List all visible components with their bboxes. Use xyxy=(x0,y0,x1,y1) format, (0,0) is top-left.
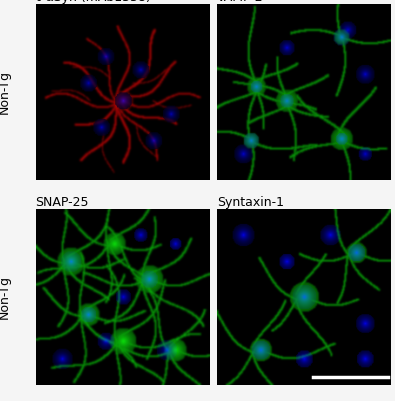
Text: A: A xyxy=(39,8,50,22)
Text: SNAP-25: SNAP-25 xyxy=(36,196,89,209)
Text: Non-Tg: Non-Tg xyxy=(0,70,10,114)
Text: t-αSyn (mAb1338): t-αSyn (mAb1338) xyxy=(36,0,150,4)
Text: Non-Tg: Non-Tg xyxy=(0,275,10,319)
Text: D: D xyxy=(221,212,232,226)
Text: C: C xyxy=(39,212,49,226)
Text: B: B xyxy=(221,8,231,22)
Text: VAMP-2: VAMP-2 xyxy=(217,0,264,4)
Text: Syntaxin-1: Syntaxin-1 xyxy=(217,196,284,209)
